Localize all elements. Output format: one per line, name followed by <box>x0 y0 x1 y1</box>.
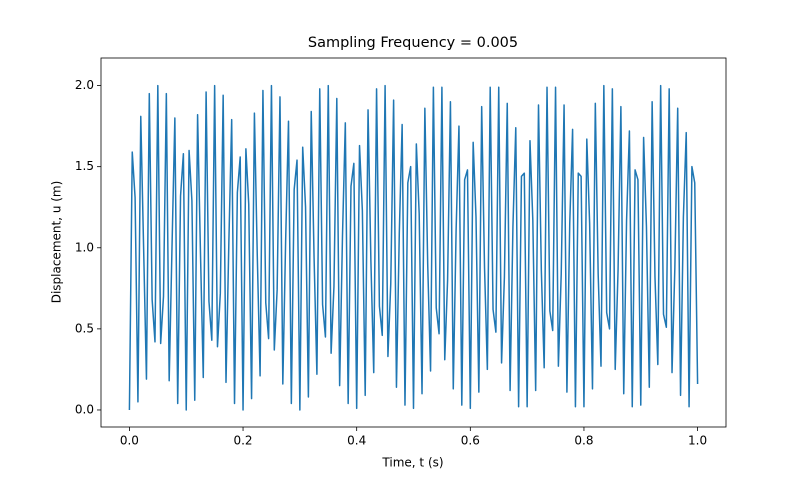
x-tick-label: 0.8 <box>574 434 593 448</box>
x-tick-label: 0.6 <box>461 434 480 448</box>
y-tick-label: 1.5 <box>75 159 94 173</box>
y-tick-label: 0.0 <box>75 402 94 416</box>
y-tick-label: 0.5 <box>75 321 94 335</box>
x-tick-label: 0.2 <box>233 434 252 448</box>
x-tick-label: 0.0 <box>120 434 139 448</box>
y-tick-label: 2.0 <box>75 78 94 92</box>
y-axis-label: Displacement, u (m) <box>50 181 64 304</box>
y-tick-label: 1.0 <box>75 240 94 254</box>
x-axis-label: Time, t (s) <box>381 456 443 470</box>
x-tick-label: 0.4 <box>347 434 366 448</box>
data-line <box>128 84 699 411</box>
x-tick-label: 1.0 <box>688 434 707 448</box>
chart-title: Sampling Frequency = 0.005 <box>308 35 518 51</box>
plot-frame <box>100 57 727 428</box>
